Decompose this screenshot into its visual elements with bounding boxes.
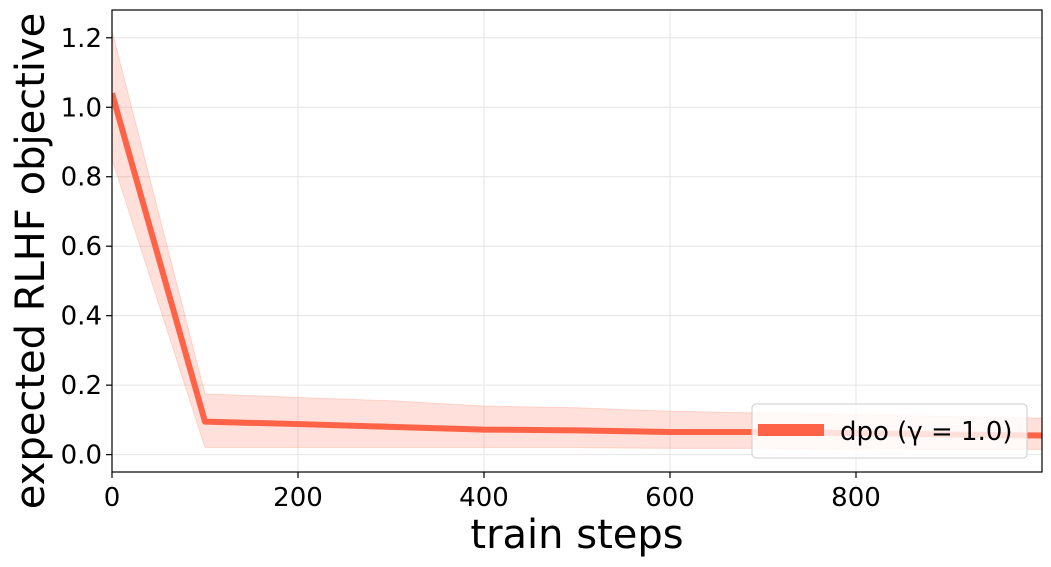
plot-frame [111, 9, 1043, 473]
series-band [112, 30, 1042, 450]
y-tick-label: 0.6 [61, 232, 102, 262]
y-axis-title: expected RLHF objective [8, 13, 54, 510]
x-tick-label: 600 [645, 483, 695, 513]
x-tick-label: 0 [104, 483, 121, 513]
legend-box [751, 403, 1028, 459]
x-axis-ticks: 0 200 400 600 800 [104, 472, 881, 513]
y-tick-label: 0.0 [61, 441, 102, 471]
y-tick-label: 0.2 [61, 371, 102, 401]
x-tick-label: 400 [459, 483, 509, 513]
y-tick-label: 0.8 [61, 163, 102, 193]
grid [111, 10, 1042, 472]
y-tick-label: 1.0 [61, 93, 102, 123]
legend: dpo (γ = 1.0) [751, 403, 1028, 459]
y-tick-label: 0.4 [61, 302, 102, 332]
x-tick-label: 800 [831, 483, 881, 513]
series-line [112, 92, 1042, 439]
x-axis-title: train steps [470, 512, 683, 558]
x-tick-label: 200 [273, 483, 323, 513]
y-tick-label: 1.2 [61, 24, 102, 54]
legend-label: dpo (γ = 1.0) [840, 417, 1013, 447]
series-lines [112, 92, 1042, 439]
confidence-bands [112, 30, 1042, 450]
y-axis-ticks: 0.0 0.2 0.4 0.6 0.8 1.0 1.2 [61, 24, 112, 471]
